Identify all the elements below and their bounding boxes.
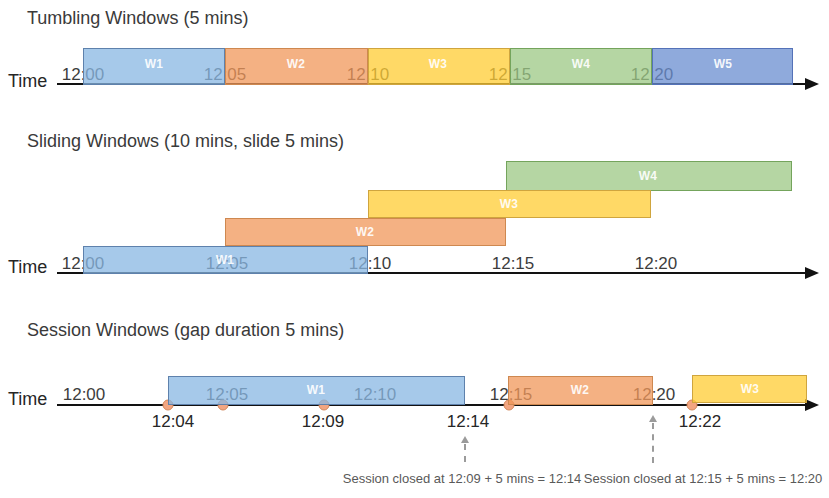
sliding-window-label: W1	[216, 253, 235, 267]
callout-dashed-line	[464, 444, 466, 462]
event-time-label: 12:09	[302, 412, 345, 432]
callout-up-arrow-icon	[461, 436, 469, 443]
session-time-axis-label: Time	[8, 389, 47, 410]
session-closed-annotation: Session closed at 12:15 + 5 mins = 12:20	[584, 471, 823, 486]
sliding-axis-arrowhead-icon	[805, 267, 819, 279]
tumbling-window-label: W4	[572, 57, 591, 71]
callout-up-arrow-icon	[649, 415, 657, 422]
session-tick: 12:00	[63, 385, 106, 404]
session-window-label: W2	[571, 383, 590, 397]
session-section-title: Session Windows (gap duration 5 mins)	[27, 320, 344, 341]
tumbling-window-label: W2	[287, 57, 306, 71]
sliding-tick: 12:15	[492, 254, 535, 273]
sliding-tick: 12:20	[635, 254, 678, 273]
session-window-label: W1	[307, 383, 326, 397]
session-closed-annotation: Session closed at 12:09 + 5 mins = 12:14	[343, 471, 582, 486]
event-time-label: 12:14	[447, 412, 490, 432]
tumbling-window-label: W5	[714, 57, 733, 71]
tumbling-window-label: W1	[145, 57, 164, 71]
event-time-label: 12:04	[152, 412, 195, 432]
sliding-time-axis-label: Time	[8, 257, 47, 278]
sliding-window-label: W4	[639, 169, 658, 183]
tumbling-time-axis-label: Time	[8, 71, 47, 92]
sliding-section-title: Sliding Windows (10 mins, slide 5 mins)	[27, 131, 344, 152]
callout-dashed-line	[652, 423, 654, 463]
tumbling-window-label: W3	[429, 57, 448, 71]
sliding-window-label: W2	[356, 225, 375, 239]
tumbling-section-title: Tumbling Windows (5 mins)	[27, 8, 248, 29]
tumbling-axis-arrowhead-icon	[805, 78, 819, 90]
session-axis-arrowhead-icon	[805, 399, 819, 411]
event-time-label: 12:22	[679, 412, 722, 432]
sliding-window-label: W3	[500, 197, 519, 211]
session-window-label: W3	[741, 382, 760, 396]
windowing-strategies-diagram: Tumbling Windows (5 mins) Time 12:00 12:…	[0, 0, 829, 498]
